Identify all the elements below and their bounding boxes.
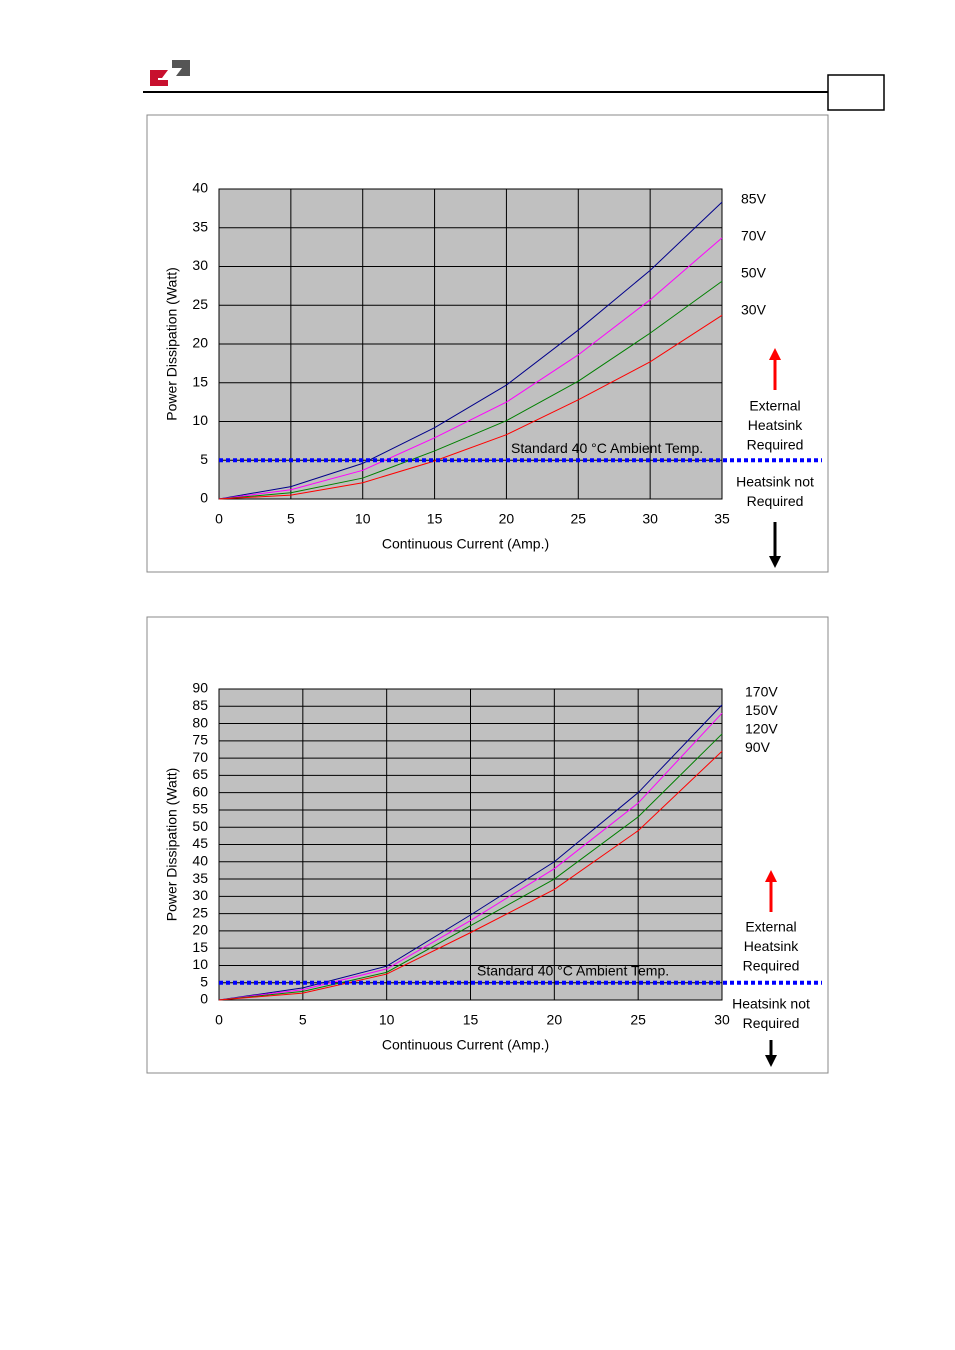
y-tick-label: 85 — [192, 697, 208, 713]
legend-entry: 120V — [745, 721, 778, 737]
legend-entry: 170V — [745, 684, 778, 700]
series-line — [218, 314, 723, 500]
series-line — [218, 201, 723, 500]
x-axis-title: Continuous Current (Amp.) — [382, 536, 549, 552]
series-line — [218, 280, 723, 500]
y-tick-label: 35 — [192, 870, 208, 886]
x-tick-label: 10 — [379, 1012, 395, 1028]
x-tick-label: 35 — [714, 511, 730, 527]
annotation: Required — [743, 1015, 800, 1031]
y-tick-label: 25 — [192, 904, 208, 920]
annotation: Required — [743, 958, 800, 974]
y-tick-label: 15 — [192, 373, 208, 389]
x-tick-label: 30 — [642, 511, 658, 527]
series-line — [218, 750, 723, 1001]
y-axis-title: Power Dissipation (Watt) — [164, 768, 180, 922]
x-tick-label: 20 — [547, 1012, 563, 1028]
plot-border — [218, 188, 723, 500]
series-line — [218, 237, 723, 500]
x-tick-label: 5 — [287, 511, 295, 527]
threshold-label: Standard 40 °C Ambient Temp. — [477, 962, 669, 978]
logo — [150, 60, 190, 86]
y-tick-label: 35 — [192, 218, 208, 234]
y-tick-label: 30 — [192, 887, 208, 903]
y-tick-label: 80 — [192, 714, 208, 730]
arrow-head — [769, 348, 781, 360]
x-tick-label: 10 — [355, 511, 371, 527]
x-tick-label: 25 — [570, 511, 586, 527]
chart-frame — [146, 616, 829, 1074]
annotation: Heatsink not — [736, 474, 814, 490]
y-tick-label: 60 — [192, 783, 208, 799]
y-tick-label: 10 — [192, 956, 208, 972]
legend-entry: 70V — [741, 228, 767, 244]
annotation: Heatsink — [748, 417, 803, 433]
series-line — [218, 704, 723, 1001]
x-tick-label: 15 — [427, 511, 443, 527]
y-tick-label: 20 — [192, 335, 208, 351]
y-tick-label: 15 — [192, 939, 208, 955]
legend-entry: 30V — [741, 302, 767, 318]
annotation: Required — [747, 493, 804, 509]
y-tick-label: 0 — [200, 490, 208, 506]
y-tick-label: 70 — [192, 749, 208, 765]
arrow-head — [765, 870, 777, 882]
arrow-head — [769, 556, 781, 568]
legend-entry: 150V — [745, 702, 778, 718]
page-number-box — [827, 74, 885, 111]
x-tick-label: 15 — [463, 1012, 479, 1028]
y-tick-label: 50 — [192, 818, 208, 834]
plot-border — [218, 688, 723, 1001]
y-tick-label: 0 — [200, 991, 208, 1007]
y-tick-label: 40 — [192, 852, 208, 868]
chart-frame — [146, 114, 829, 573]
y-tick-label: 20 — [192, 922, 208, 938]
annotation: Heatsink — [744, 938, 799, 954]
annotation: External — [745, 919, 796, 935]
y-tick-label: 75 — [192, 732, 208, 748]
x-axis-title: Continuous Current (Amp.) — [382, 1037, 549, 1053]
x-tick-label: 30 — [714, 1012, 730, 1028]
y-tick-label: 30 — [192, 257, 208, 273]
x-tick-label: 0 — [215, 1012, 223, 1028]
y-tick-label: 25 — [192, 296, 208, 312]
x-tick-label: 20 — [499, 511, 515, 527]
y-tick-label: 5 — [200, 973, 208, 989]
annotation: External — [749, 398, 800, 414]
legend-entry: 85V — [741, 191, 767, 207]
series-line — [218, 712, 723, 1001]
y-tick-label: 65 — [192, 766, 208, 782]
x-tick-label: 25 — [630, 1012, 646, 1028]
threshold-label: Standard 40 °C Ambient Temp. — [511, 440, 703, 456]
y-tick-label: 55 — [192, 801, 208, 817]
series-line — [218, 733, 723, 1001]
y-axis-title: Power Dissipation (Watt) — [164, 267, 180, 421]
annotation: Heatsink not — [732, 996, 810, 1012]
y-tick-label: 10 — [192, 412, 208, 428]
x-tick-label: 5 — [299, 1012, 307, 1028]
arrow-head — [765, 1055, 777, 1067]
y-tick-label: 90 — [192, 680, 208, 696]
y-tick-label: 40 — [192, 180, 208, 196]
legend-entry: 50V — [741, 265, 767, 281]
y-tick-label: 45 — [192, 835, 208, 851]
legend-entry: 90V — [745, 739, 771, 755]
x-tick-label: 0 — [215, 511, 223, 527]
annotation: Required — [747, 437, 804, 453]
y-tick-label: 5 — [200, 451, 208, 467]
